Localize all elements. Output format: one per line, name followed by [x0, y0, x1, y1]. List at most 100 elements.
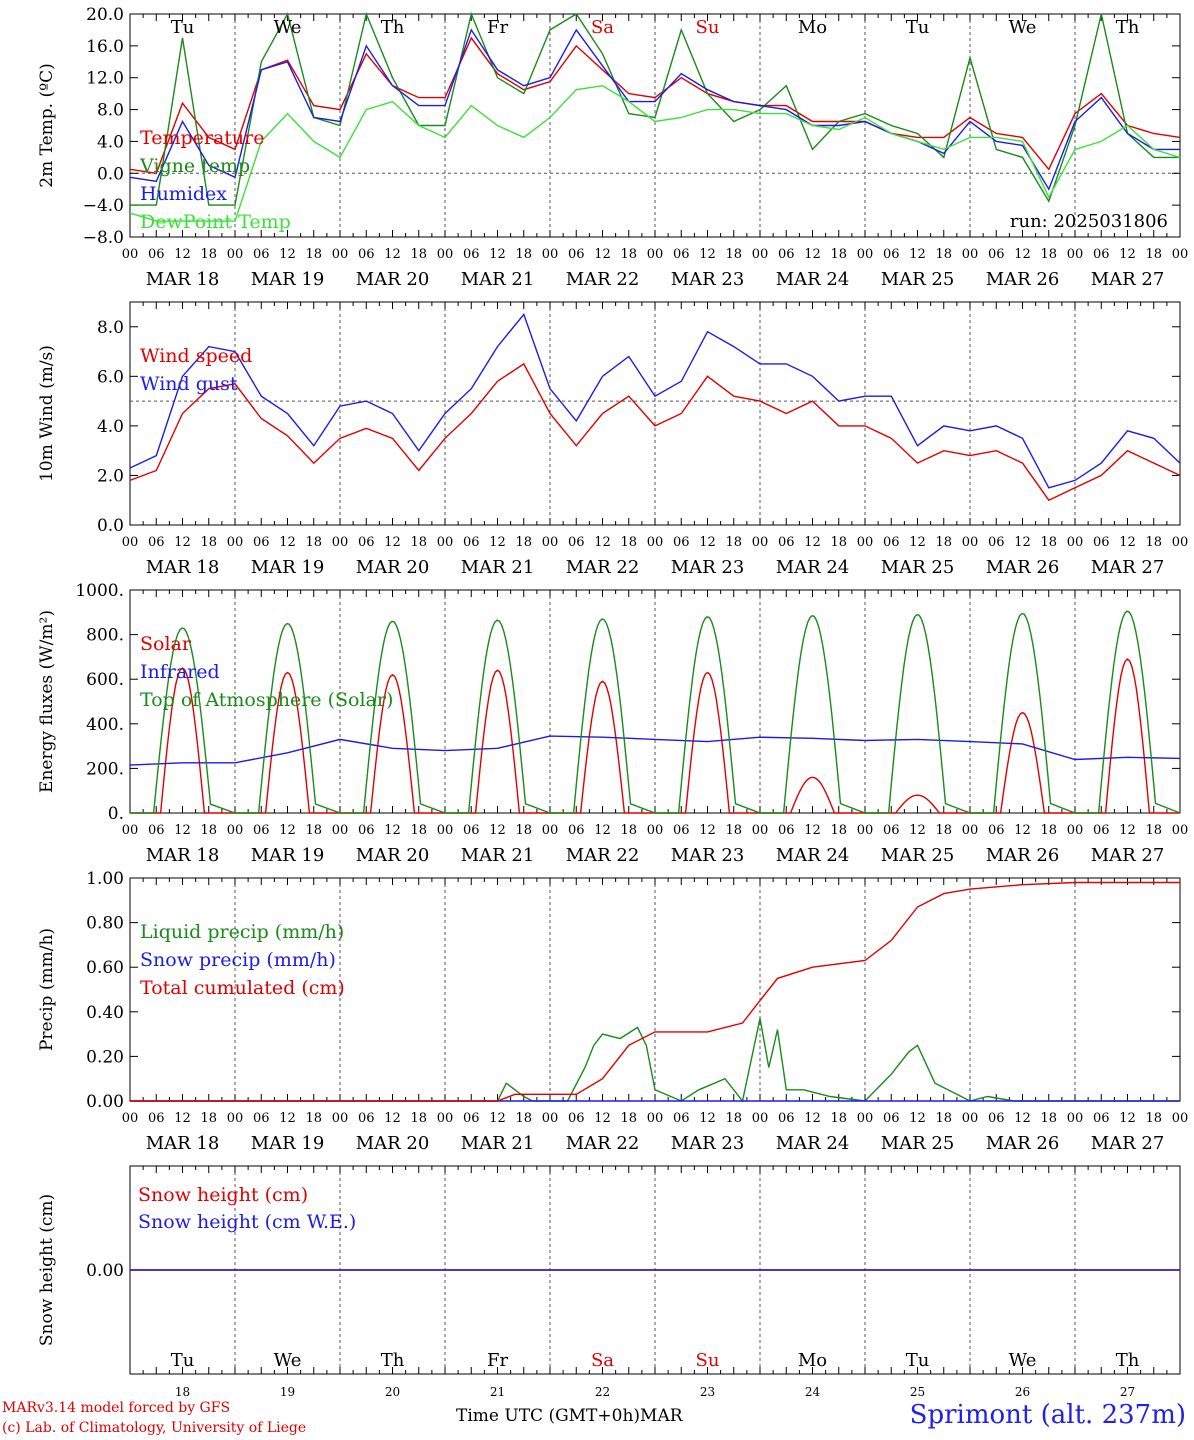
legend-entry: Wind gust	[140, 373, 238, 395]
hour-tick-label: 18	[410, 535, 427, 550]
date-label: MAR 23	[671, 845, 745, 866]
date-label: MAR 18	[146, 269, 220, 290]
series-dewpoint-temp	[129, 84, 1181, 222]
date-label: MAR 22	[566, 1133, 640, 1154]
y-tick-label: 0.0	[97, 164, 124, 184]
hour-tick-label: 12	[489, 247, 506, 262]
lab-credit: (c) Lab. of Climatology, University of L…	[2, 1420, 307, 1436]
y-tick-label: 0.00	[86, 1261, 124, 1281]
hour-tick-label: 12	[489, 1111, 506, 1126]
hour-tick-label: 06	[673, 1111, 690, 1126]
y-tick-label: 1000.	[75, 581, 124, 601]
date-label: MAR 25	[881, 269, 955, 290]
hour-tick-label: 12	[909, 535, 926, 550]
date-label: MAR 24	[776, 557, 850, 578]
hour-tick-label: 12	[1119, 823, 1136, 838]
legend-entry: Vigne temp	[139, 155, 250, 177]
date-label: MAR 26	[986, 1133, 1060, 1154]
hour-tick-label: 18	[1145, 823, 1162, 838]
hour-tick-label: 18	[410, 823, 427, 838]
hour-tick-label: 00	[332, 535, 349, 550]
legend-entry: Snow height (cm)	[138, 1184, 308, 1206]
hour-tick-label: 06	[988, 1111, 1005, 1126]
hour-tick-label: 06	[148, 1111, 165, 1126]
legend-entry: Humidex	[140, 183, 227, 205]
hour-tick-label: 12	[174, 823, 191, 838]
date-label: MAR 25	[881, 845, 955, 866]
hour-tick-label: 00	[647, 823, 664, 838]
hour-tick-label: 00	[1067, 247, 1084, 262]
hour-tick-label: 18	[305, 823, 322, 838]
hour-tick-label: 12	[279, 535, 296, 550]
date-label: MAR 20	[356, 269, 430, 290]
series-wind-speed	[129, 362, 1181, 502]
date-label: MAR 19	[251, 269, 325, 290]
y-tick-label: 4.0	[97, 417, 124, 437]
hour-tick-label: 18	[725, 823, 742, 838]
hour-tick-label: 18	[725, 247, 742, 262]
hour-tick-label: 12	[699, 1111, 716, 1126]
hour-tick-label: 12	[384, 1111, 401, 1126]
date-label: MAR 21	[461, 845, 535, 866]
hour-tick-label: 00	[857, 1111, 874, 1126]
hour-tick-label: 00	[1172, 823, 1189, 838]
hour-tick-label: 18	[305, 1111, 322, 1126]
hour-tick-label: 18	[200, 1111, 217, 1126]
model-credit: MARv3.14 model forced by GFS	[2, 1400, 231, 1416]
y-tick-label: 4.0	[97, 132, 124, 152]
series-total-cumulated-cm-	[130, 881, 1180, 1102]
weekday-label: Tu	[171, 1350, 195, 1371]
hour-tick-label: 06	[253, 247, 270, 262]
hour-tick-label: 06	[253, 1111, 270, 1126]
y-tick-label: 200.	[86, 759, 124, 779]
hour-tick-label: 06	[253, 535, 270, 550]
hour-tick-label: 00	[122, 1111, 139, 1126]
hour-tick-label: 18	[200, 247, 217, 262]
hour-tick-label: 06	[568, 1111, 585, 1126]
y-axis-label: 10m Wind (m/s)	[37, 345, 57, 482]
hour-tick-label: 00	[647, 247, 664, 262]
date-label: MAR 21	[461, 557, 535, 578]
series-humidex	[129, 28, 1180, 191]
day-number-label: 22	[595, 1385, 610, 1399]
hour-tick-label: 06	[778, 535, 795, 550]
hour-tick-label: 12	[594, 1111, 611, 1126]
hour-tick-label: 18	[515, 247, 532, 262]
date-label: MAR 26	[986, 557, 1060, 578]
hour-tick-label: 00	[752, 247, 769, 262]
hour-tick-label: 12	[279, 823, 296, 838]
date-label: MAR 24	[776, 1133, 850, 1154]
date-label: MAR 21	[461, 1133, 535, 1154]
hour-tick-label: 18	[305, 535, 322, 550]
hour-tick-label: 12	[1014, 823, 1031, 838]
day-number-label: 26	[1015, 1385, 1030, 1399]
hour-tick-label: 06	[568, 535, 585, 550]
hour-tick-label: 00	[122, 823, 139, 838]
weekday-label: We	[274, 1350, 302, 1371]
hour-tick-label: 00	[857, 535, 874, 550]
hour-tick-label: 06	[988, 535, 1005, 550]
date-label: MAR 22	[566, 845, 640, 866]
hour-tick-label: 00	[332, 823, 349, 838]
hour-tick-label: 18	[1145, 247, 1162, 262]
hour-tick-label: 12	[384, 535, 401, 550]
y-tick-label: 16.0	[86, 37, 124, 57]
legend-entry: Snow precip (mm/h)	[140, 949, 336, 971]
hour-tick-label: 00	[962, 823, 979, 838]
hour-tick-label: 12	[1119, 535, 1136, 550]
hour-tick-label: 00	[227, 1111, 244, 1126]
hour-tick-label: 12	[804, 247, 821, 262]
hour-tick-label: 18	[305, 247, 322, 262]
hour-tick-label: 06	[883, 247, 900, 262]
hour-tick-label: 18	[830, 1111, 847, 1126]
hour-tick-label: 06	[883, 823, 900, 838]
legend-entry: Wind speed	[140, 345, 252, 367]
hour-tick-label: 06	[358, 535, 375, 550]
hour-tick-label: 18	[620, 823, 637, 838]
hour-tick-label: 18	[620, 247, 637, 262]
hour-tick-label: 00	[332, 1111, 349, 1126]
y-tick-label: 8.0	[97, 318, 124, 338]
date-label: MAR 23	[671, 557, 745, 578]
hour-tick-label: 18	[200, 823, 217, 838]
hour-tick-label: 00	[332, 247, 349, 262]
